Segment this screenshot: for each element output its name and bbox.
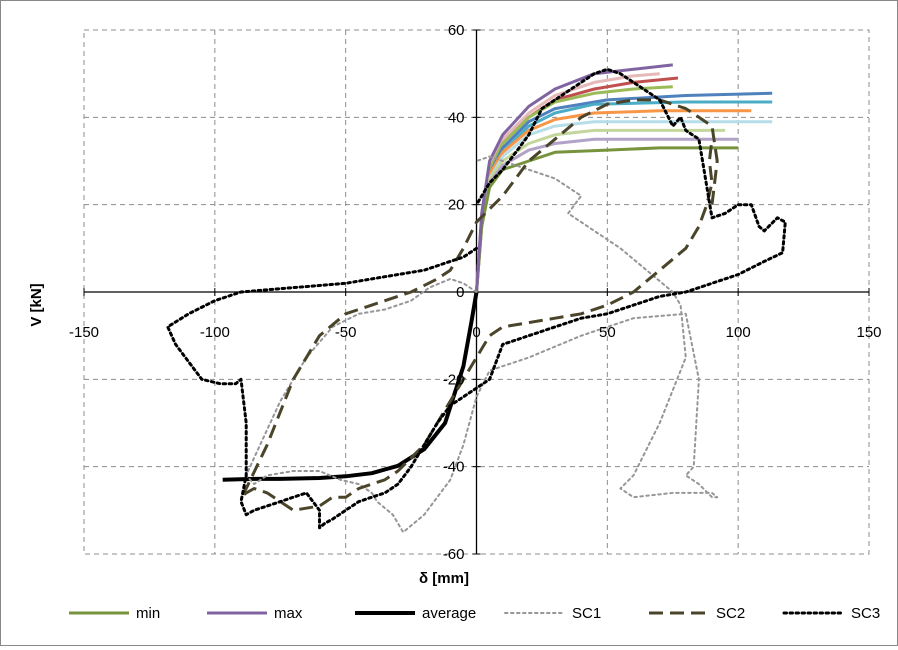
x-tick-label: 100 bbox=[726, 324, 751, 341]
x-tick-label: 0 bbox=[472, 324, 480, 341]
legend-label-average: average bbox=[422, 605, 476, 622]
y-tick-label: 60 bbox=[448, 22, 465, 39]
x-axis-title: δ [mm] bbox=[419, 570, 469, 587]
x-tick-label: -150 bbox=[69, 324, 99, 341]
series-layer bbox=[166, 63, 787, 534]
x-tick-label: 150 bbox=[856, 324, 881, 341]
x-tick-label: 50 bbox=[599, 324, 616, 341]
y-tick-label: 40 bbox=[448, 109, 465, 126]
series-sc2 bbox=[239, 98, 719, 512]
series-max bbox=[475, 63, 673, 293]
tick-labels: -150 -100 -50 0 50 100 150 -60 -40 -20 0 20 40 60 bbox=[69, 22, 882, 563]
legend-label-sc1: SC1 bbox=[572, 605, 601, 622]
y-tick-label: 20 bbox=[448, 197, 465, 214]
series-sc1 bbox=[245, 155, 719, 534]
legend-label-sc3: SC3 bbox=[851, 605, 880, 622]
legend-label-max: max bbox=[274, 605, 303, 622]
series-sc3 bbox=[166, 67, 787, 530]
legend-label-sc2: SC2 bbox=[716, 605, 745, 622]
legend: min max average SC1 SC2 SC3 bbox=[69, 605, 880, 622]
y-axis-title: V [kN] bbox=[28, 283, 45, 326]
series-unlabeled-14 bbox=[475, 137, 739, 293]
y-tick-label: 0 bbox=[456, 284, 464, 301]
series-average bbox=[222, 291, 479, 482]
y-tick-label: -60 bbox=[443, 546, 465, 563]
y-tick-label: -40 bbox=[443, 459, 465, 476]
x-tick-label: -100 bbox=[200, 324, 230, 341]
x-tick-label: -50 bbox=[335, 324, 357, 341]
y-tick-label: -20 bbox=[443, 371, 465, 388]
legend-label-min: min bbox=[136, 605, 160, 622]
